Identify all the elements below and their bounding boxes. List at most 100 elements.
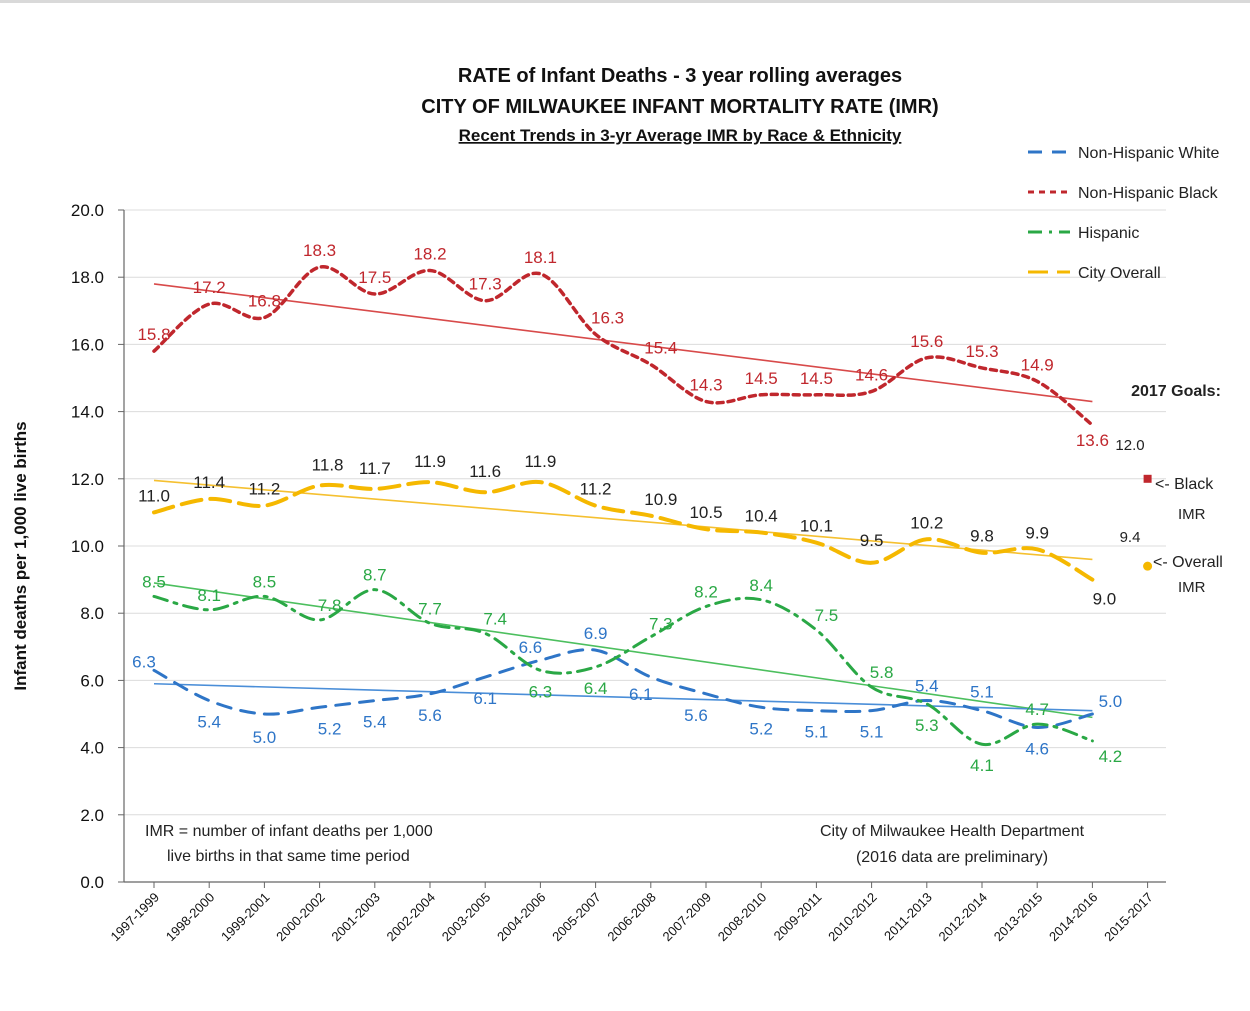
data-label: 8.4 xyxy=(749,576,773,595)
chart-subtitle: CITY OF MILWAUKEE INFANT MORTALITY RATE … xyxy=(421,96,938,118)
data-label: 14.5 xyxy=(745,369,778,388)
data-label: 16.3 xyxy=(591,308,624,327)
data-label: 8.2 xyxy=(694,582,718,601)
data-label: 18.3 xyxy=(303,241,336,260)
imr-definition-line-2: live births in that same time period xyxy=(167,848,410,865)
data-label: 17.5 xyxy=(358,268,391,287)
x-tick-label: 2012-2014 xyxy=(936,890,991,945)
goal-overall-label-1: <- Overall xyxy=(1153,554,1223,571)
x-tick-label: 2005-2007 xyxy=(549,890,604,945)
y-tick-label: 12.0 xyxy=(71,470,104,489)
top-border xyxy=(0,0,1250,3)
goal-overall-label-2: IMR xyxy=(1178,579,1206,596)
data-label: 11.2 xyxy=(580,480,612,499)
data-label: 7.8 xyxy=(318,596,342,615)
data-label: 5.0 xyxy=(1099,692,1123,711)
y-tick-label: 2.0 xyxy=(80,806,104,825)
data-label: 5.2 xyxy=(749,719,773,738)
y-tick-label: 14.0 xyxy=(71,403,104,422)
data-label: 9.8 xyxy=(970,527,994,546)
data-label: 5.1 xyxy=(805,723,829,742)
data-label: 8.1 xyxy=(197,586,221,605)
x-tick-label: 1997-1999 xyxy=(108,890,163,945)
x-tick-label: 2009-2011 xyxy=(771,890,825,944)
data-label: 15.4 xyxy=(644,339,677,358)
data-label: 10.9 xyxy=(644,490,677,509)
x-tick-label: 2007-2009 xyxy=(660,890,715,945)
data-label: 5.8 xyxy=(870,663,894,682)
data-label: 18.2 xyxy=(413,244,446,263)
y-tick-label: 0.0 xyxy=(80,873,104,892)
data-label: 9.5 xyxy=(860,531,884,550)
y-tick-label: 8.0 xyxy=(80,604,104,623)
goal-black-label-1: <- Black xyxy=(1155,476,1214,493)
data-label: 8.5 xyxy=(253,572,277,591)
data-label: 8.5 xyxy=(142,572,166,591)
data-label: 6.1 xyxy=(473,689,497,708)
legend-label: City Overall xyxy=(1078,265,1161,282)
trendline xyxy=(153,582,1093,719)
data-label: 11.9 xyxy=(524,452,556,471)
data-label: 18.1 xyxy=(524,248,557,267)
trendline xyxy=(153,479,1093,561)
data-label: 10.5 xyxy=(689,503,722,522)
data-label: 11.9 xyxy=(414,452,446,471)
data-label: 5.1 xyxy=(970,683,994,702)
data-label: 13.6 xyxy=(1076,431,1109,450)
data-label: 5.2 xyxy=(318,719,342,738)
x-tick-label: 2001-2003 xyxy=(328,890,383,945)
legend-label: Non-Hispanic Black xyxy=(1078,185,1219,202)
data-label: 10.4 xyxy=(745,507,778,526)
y-tick-label: 10.0 xyxy=(71,537,104,556)
trendline xyxy=(153,682,1093,712)
y-tick-label: 20.0 xyxy=(71,201,104,220)
x-tick-label: 2010-2012 xyxy=(825,890,880,945)
data-label: 5.3 xyxy=(915,716,939,735)
chart-title: RATE of Infant Deaths - 3 year rolling a… xyxy=(458,65,902,87)
data-label: 6.3 xyxy=(132,652,156,671)
data-label: 15.6 xyxy=(910,332,943,351)
data-label: 5.6 xyxy=(684,706,708,725)
data-label: 5.0 xyxy=(253,728,277,747)
x-tick-label: 2014-2016 xyxy=(1046,890,1101,945)
y-tick-label: 6.0 xyxy=(80,671,104,690)
data-label: 10.1 xyxy=(800,517,833,536)
data-label: 14.5 xyxy=(800,369,833,388)
series-line xyxy=(152,648,1094,729)
legend-label: Hispanic xyxy=(1078,225,1139,242)
data-label: 9.9 xyxy=(1025,523,1049,542)
data-label: 8.7 xyxy=(363,566,387,585)
data-label: 6.6 xyxy=(519,638,543,657)
data-label: 9.0 xyxy=(1093,590,1117,609)
data-label: 5.4 xyxy=(197,713,221,732)
data-label: 4.1 xyxy=(970,756,994,775)
source-line-1: City of Milwaukee Health Department xyxy=(820,823,1085,840)
series-line xyxy=(152,479,1095,582)
chart-subtitle-2: Recent Trends in 3-yr Average IMR by Rac… xyxy=(459,126,902,145)
data-label: 11.2 xyxy=(248,480,280,499)
data-label: 15.3 xyxy=(965,342,998,361)
x-tick-label: 1998-2000 xyxy=(163,890,218,945)
legend-label: Non-Hispanic White xyxy=(1078,145,1219,162)
data-label: 7.5 xyxy=(815,606,839,625)
data-label: 5.6 xyxy=(418,706,442,725)
data-label: 7.3 xyxy=(649,615,673,634)
data-label: 5.4 xyxy=(363,713,387,732)
goal-black-marker xyxy=(1143,474,1152,483)
data-label: 6.3 xyxy=(529,682,553,701)
data-label: 14.9 xyxy=(1021,355,1054,374)
x-tick-label: 2008-2010 xyxy=(715,890,770,945)
data-label: 11.8 xyxy=(312,456,344,475)
trendline xyxy=(153,283,1093,403)
data-label: 6.9 xyxy=(584,624,608,643)
x-tick-label: 2011-2013 xyxy=(881,890,935,944)
series-line xyxy=(152,588,1094,746)
data-label: 14.6 xyxy=(855,365,888,384)
goal-overall-marker xyxy=(1143,561,1153,571)
data-label: 17.3 xyxy=(469,275,502,294)
data-label: 15.8 xyxy=(137,325,170,344)
data-label: 6.1 xyxy=(629,685,653,704)
data-label: 11.4 xyxy=(193,473,225,492)
goal-black-value: 12.0 xyxy=(1115,437,1144,454)
